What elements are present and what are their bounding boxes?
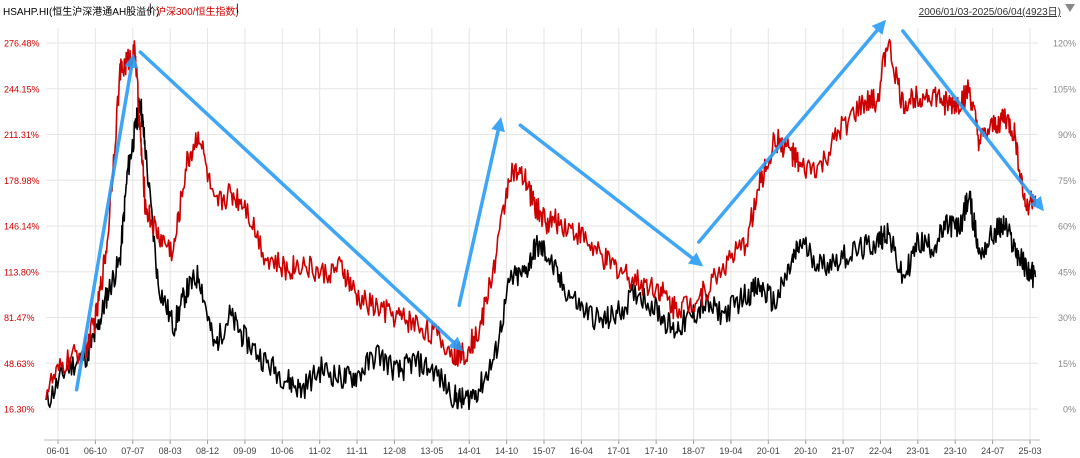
right-axis-tick-label: 105%	[1053, 84, 1076, 94]
left-axis-tick-label: 211.31%	[4, 130, 39, 140]
x-axis-tick-label: 11-11	[346, 446, 368, 456]
trend-arrow	[518, 123, 704, 267]
x-axis-tick-label: 12-08	[383, 446, 406, 456]
left-axis-tick-label: 48.63%	[4, 359, 35, 369]
right-axis-tick-label: 90%	[1058, 130, 1076, 140]
left-axis-tick-label: 244.15%	[4, 84, 40, 94]
x-axis-tick-label: 21-07	[832, 446, 855, 456]
left-axis-tick-label: 113.80%	[4, 267, 39, 277]
x-axis-tick-label: 22-04	[869, 446, 892, 456]
x-axis-tick-label: 14-10	[495, 446, 518, 456]
trend-arrow	[138, 50, 464, 352]
x-axis-tick-label: 08-03	[159, 446, 182, 456]
right-axis-tick-label: 30%	[1058, 313, 1076, 323]
x-axis-tick-label: 25-03	[1018, 446, 1041, 456]
left-axis-tick-label: 81.47%	[4, 313, 35, 323]
right-axis-tick-label: 45%	[1058, 267, 1076, 277]
left-axis-tick-label: 178.98%	[4, 176, 40, 186]
x-axis-tick-label: 20-01	[757, 446, 780, 456]
title-separator: |	[236, 3, 239, 14]
x-axis-tick-label: 19-04	[719, 446, 742, 456]
title-separator: |	[149, 3, 152, 14]
left-axis-tick-label: 16.30%	[4, 405, 35, 415]
right-axis-tick-label: 120%	[1053, 39, 1076, 49]
x-axis-tick-label: 14-01	[458, 446, 481, 456]
trend-arrow	[457, 116, 505, 308]
date-range-selector[interactable]: 2006/01/03-2025/06/04(4923日)	[918, 7, 1061, 18]
chart-subtitle: 沪深300/恒生指数)	[156, 7, 239, 18]
x-axis-tick-label: 18-07	[682, 446, 705, 456]
trend-arrow	[74, 53, 139, 392]
x-axis-tick-label: 10-06	[271, 446, 294, 456]
left-axis-tick-label: 276.48%	[4, 39, 40, 49]
x-axis-tick-label: 17-01	[607, 446, 630, 456]
x-axis-tick-label: 07-07	[121, 446, 144, 456]
series-line-red	[45, 38, 1037, 400]
x-axis-tick-label: 23-01	[906, 446, 929, 456]
x-axis-tick-label: 20-10	[794, 446, 817, 456]
right-axis-tick-label: 15%	[1058, 359, 1076, 369]
dropdown-arrow-icon[interactable]	[1065, 4, 1075, 12]
x-axis-tick-label: 11-02	[309, 446, 331, 456]
left-axis-tick-label: 146.14%	[4, 222, 40, 232]
x-axis-tick-label: 13-05	[420, 446, 443, 456]
x-axis-tick-label: 16-04	[570, 446, 593, 456]
x-axis-tick-label: 17-10	[645, 446, 668, 456]
series-line-black	[45, 97, 1037, 411]
x-axis-tick-label: 15-07	[532, 446, 555, 456]
x-axis-tick-label: 09-09	[233, 446, 256, 456]
x-axis-tick-label: 08-12	[196, 446, 219, 456]
right-axis-tick-label: 60%	[1058, 222, 1076, 232]
right-axis-tick-label: 75%	[1058, 176, 1076, 186]
x-axis-tick-label: 24-07	[981, 446, 1004, 456]
chart-title: HSAHP.HI(恒生沪深港通AH股溢价)	[3, 7, 160, 18]
x-axis-tick-label: 06-01	[46, 446, 69, 456]
x-axis-tick-label: 06-10	[84, 446, 107, 456]
right-axis-tick-label: 0%	[1063, 405, 1076, 415]
trend-arrow	[697, 19, 887, 244]
trend-arrow	[901, 29, 1045, 212]
chart-header: HSAHP.HI(恒生沪深港通AH股溢价) | 沪深300/恒生指数) | 20…	[0, 0, 1080, 18]
x-axis-tick-label: 23-10	[944, 446, 967, 456]
